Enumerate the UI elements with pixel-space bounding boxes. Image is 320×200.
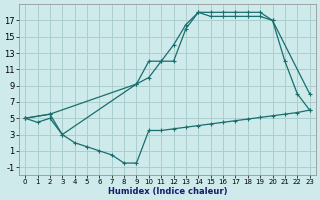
X-axis label: Humidex (Indice chaleur): Humidex (Indice chaleur)	[108, 187, 227, 196]
